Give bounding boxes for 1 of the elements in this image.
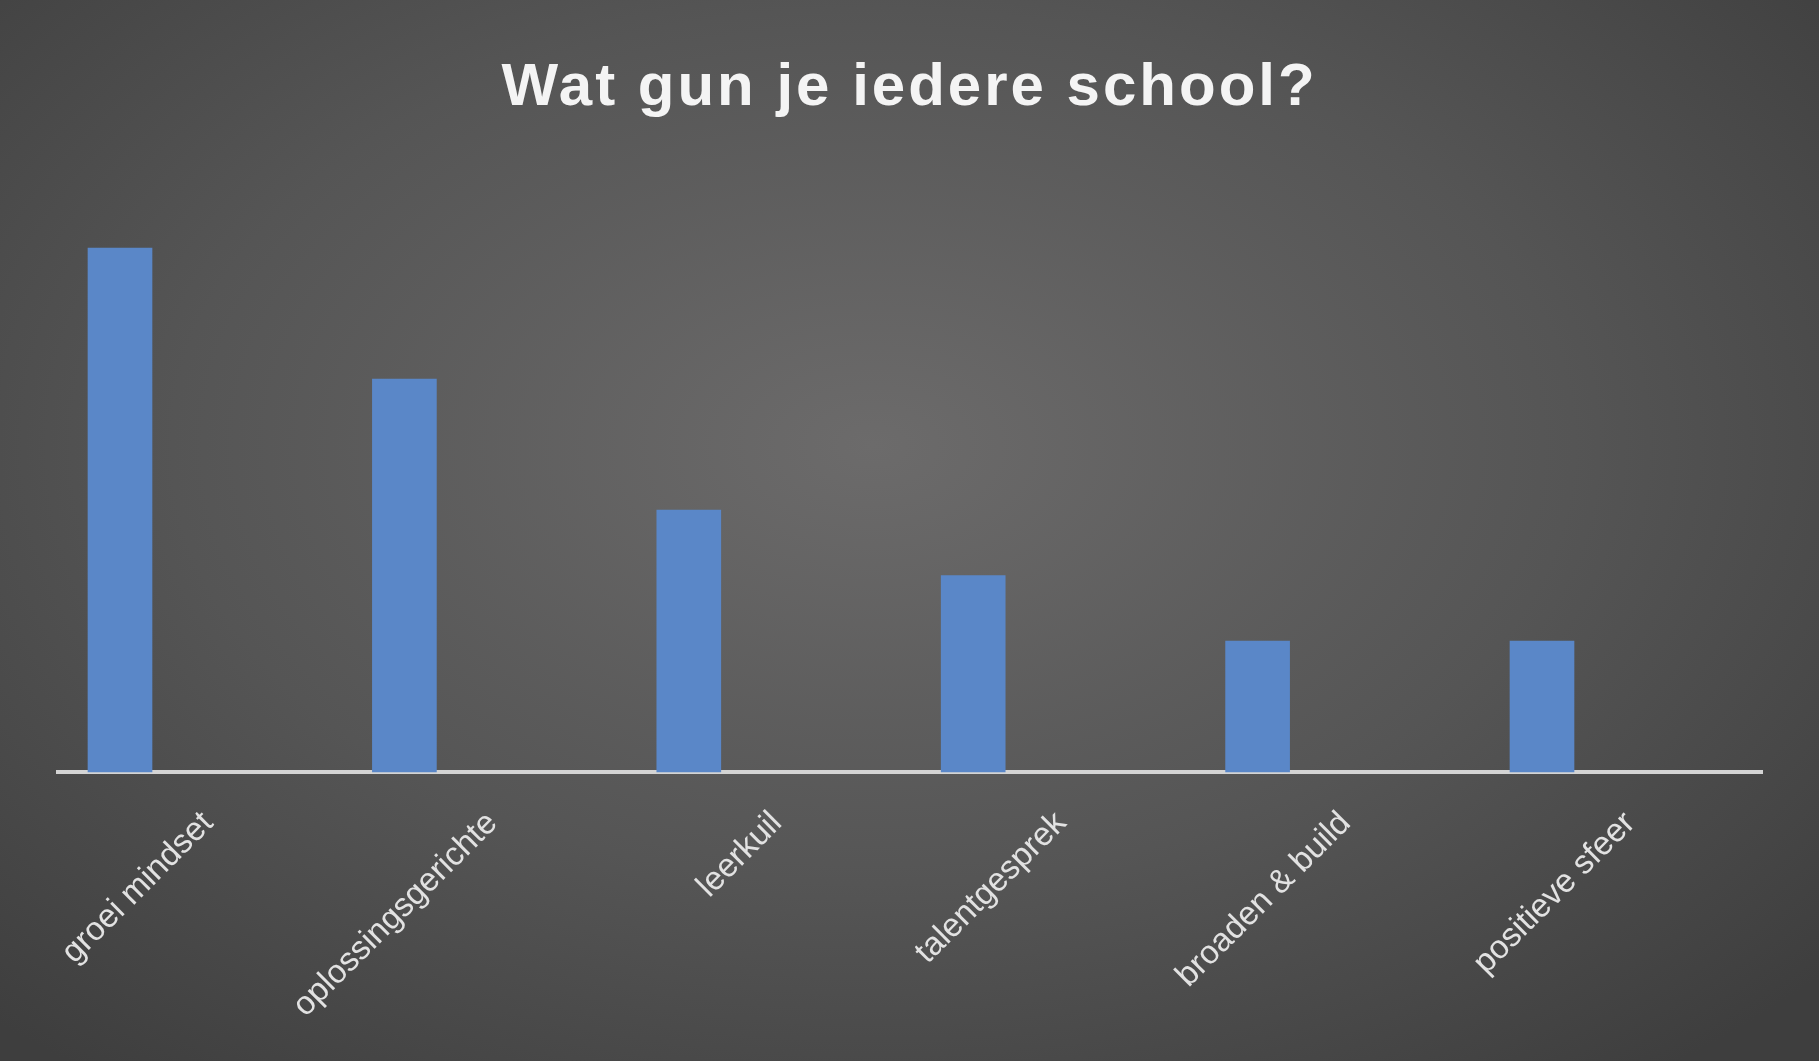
- chart-title: Wat gun je iedere school?: [501, 50, 1318, 118]
